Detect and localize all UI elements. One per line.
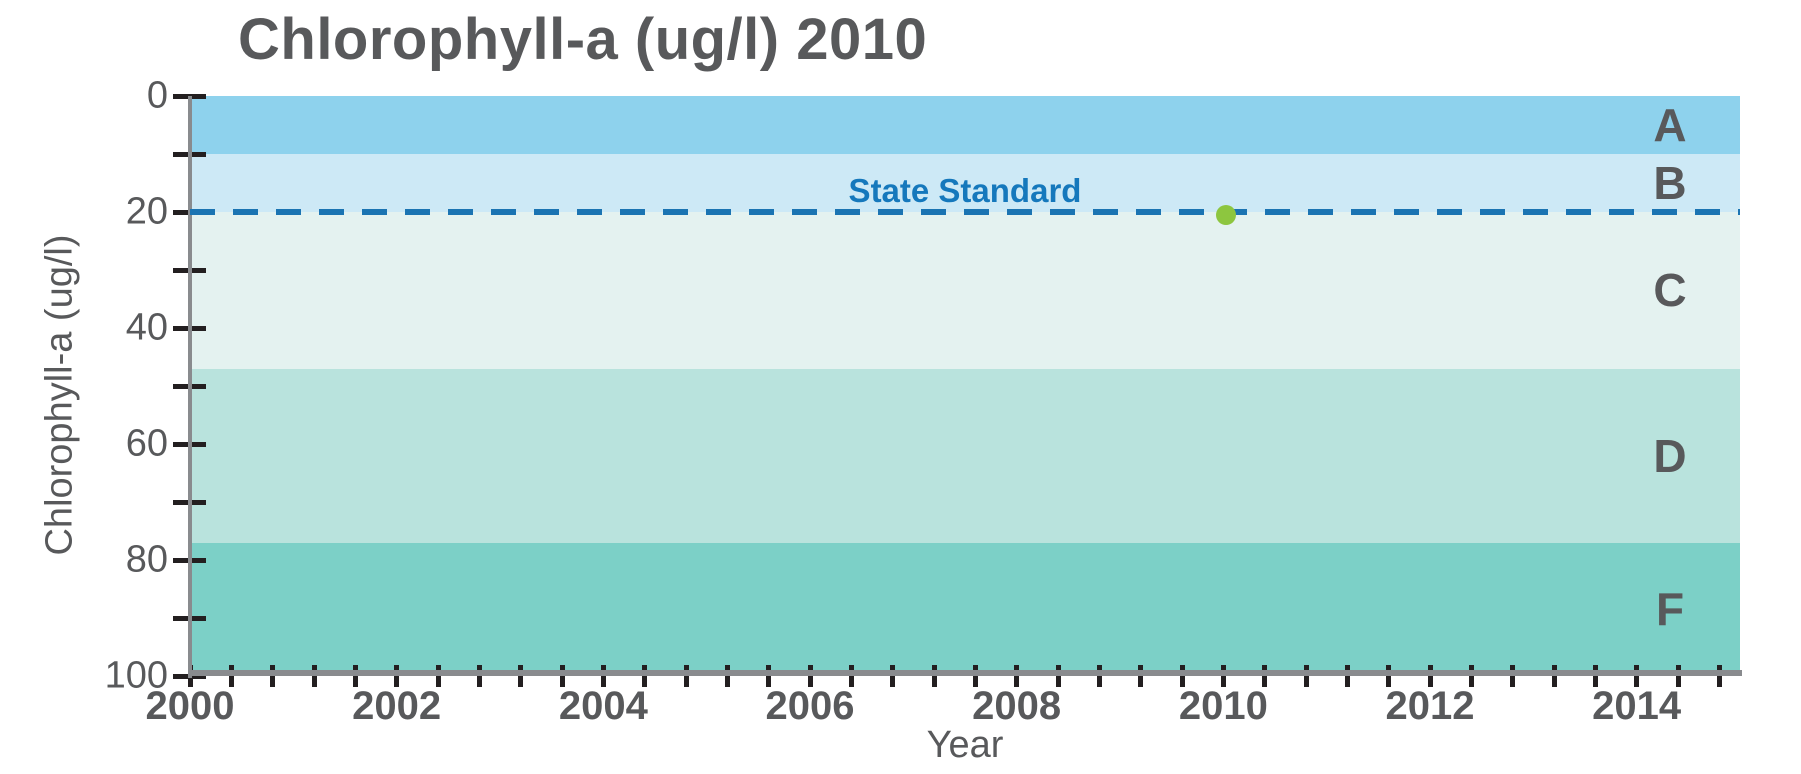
- x-axis-tick: [394, 665, 400, 687]
- x-axis-tick: [890, 665, 896, 687]
- x-axis-tick: [1262, 665, 1268, 687]
- x-tick-label: 2008: [972, 684, 1062, 728]
- chart-title: Chlorophyll-a (ug/l) 2010: [238, 7, 928, 72]
- x-axis-tick: [228, 665, 234, 687]
- x-axis-tick: [559, 665, 565, 687]
- grade-band-b: [190, 154, 1740, 212]
- x-axis-tick: [642, 665, 648, 687]
- x-axis-tick: [311, 665, 317, 687]
- grade-band-c: [190, 212, 1740, 369]
- x-tick-label: 2006: [765, 684, 855, 728]
- grade-band-d: [190, 368, 1740, 543]
- x-axis-tick: [931, 665, 937, 687]
- grade-band-f: [190, 542, 1740, 676]
- plot-area: [190, 96, 1740, 676]
- x-axis-tick: [1634, 665, 1640, 687]
- x-tick-label: 2012: [1385, 684, 1475, 728]
- x-axis-tick: [270, 665, 276, 687]
- state-standard-label: State Standard: [848, 172, 1082, 209]
- data-point-2010: [1216, 204, 1237, 225]
- x-axis-tick: [476, 665, 482, 687]
- y-axis-title: Chlorophyll-a (ug/l): [38, 234, 81, 556]
- x-tick-label: 2014: [1592, 684, 1682, 728]
- x-axis-tick: [1716, 665, 1722, 687]
- x-tick-label: 2010: [1178, 684, 1268, 728]
- x-axis-tick: [848, 665, 854, 687]
- x-axis-tick: [807, 665, 813, 687]
- x-axis-tick: [683, 665, 689, 687]
- y-tick-label: 60: [125, 422, 168, 465]
- x-tick-label: 2004: [558, 684, 648, 728]
- x-axis-tick: [1014, 665, 1020, 687]
- x-axis-tick: [972, 665, 978, 687]
- x-axis-tick: [1344, 665, 1350, 687]
- x-axis-tick: [1138, 665, 1144, 687]
- state-standard-line: [190, 209, 1740, 215]
- x-axis-tick: [352, 665, 358, 687]
- grade-band-a: [190, 96, 1740, 154]
- x-axis-tick: [1096, 665, 1102, 687]
- grade-band-label-b: B: [1653, 157, 1687, 209]
- x-axis-tick: [435, 665, 441, 687]
- x-axis-title: Year: [926, 724, 1004, 766]
- y-tick-label: 40: [125, 306, 168, 349]
- grade-band-label-f: F: [1655, 583, 1685, 636]
- grade-band-label-d: D: [1653, 429, 1687, 482]
- x-axis-tick: [1551, 665, 1557, 687]
- y-axis-line: [188, 96, 192, 678]
- x-axis-tick: [1468, 665, 1474, 687]
- x-axis-tick: [1510, 665, 1516, 687]
- x-axis-tick: [1675, 665, 1681, 687]
- y-tick-label: 100: [104, 654, 168, 697]
- x-axis-tick: [1427, 665, 1433, 687]
- y-tick-label: 0: [146, 74, 168, 117]
- x-axis-tick: [1179, 665, 1185, 687]
- x-axis-tick: [1386, 665, 1392, 687]
- x-axis-tick: [600, 665, 606, 687]
- x-axis-line: [188, 670, 1742, 676]
- x-axis-tick: [724, 665, 730, 687]
- y-tick-label: 20: [125, 190, 168, 233]
- grade-band-label-a: A: [1653, 99, 1687, 151]
- x-axis-tick: [1055, 665, 1061, 687]
- grade-band-label-c: C: [1653, 264, 1687, 317]
- x-axis-tick: [1303, 665, 1309, 687]
- y-tick-label: 80: [125, 538, 168, 581]
- x-tick-label: 2000: [145, 684, 235, 728]
- x-axis-tick: [1220, 665, 1226, 687]
- x-axis-tick: [766, 665, 772, 687]
- x-axis-tick: [518, 665, 524, 687]
- x-tick-label: 2002: [352, 684, 442, 728]
- x-axis-tick: [1592, 665, 1598, 687]
